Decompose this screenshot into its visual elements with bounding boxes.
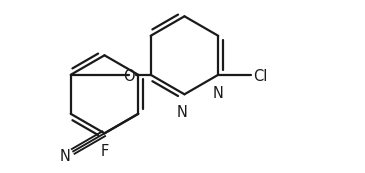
Text: Cl: Cl <box>253 69 268 84</box>
Text: N: N <box>177 105 188 120</box>
Text: N: N <box>213 86 224 101</box>
Text: F: F <box>100 144 109 159</box>
Text: N: N <box>59 149 70 164</box>
Text: O: O <box>123 69 135 84</box>
